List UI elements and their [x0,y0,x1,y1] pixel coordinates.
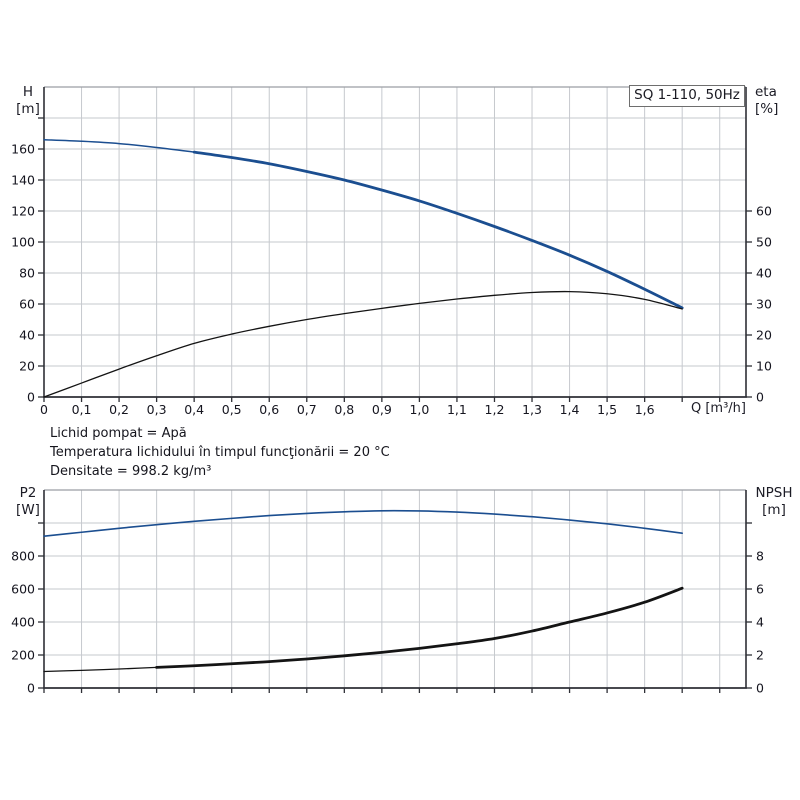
axis-title-line: P2 [19,485,37,501]
x-tick-label: 1,6 [635,402,655,417]
x-tick-label: 0,9 [372,402,392,417]
axis-title-line: [m] [16,101,40,117]
p2-npsh-chart: 0 200 400 600 800 0 2 4 6 8 [11,489,764,696]
axis-title-line: [m] [762,502,786,518]
p2-curve [43,509,683,537]
right-tick-label: 0 [756,681,764,696]
axis-title-line: H [22,84,34,100]
left-axis-title-h: H [m] [12,84,44,118]
left-tick-label: 200 [11,648,35,663]
x-tick-label: 0 [40,402,48,417]
x-tick-label: 0,5 [222,402,242,417]
qh-eta-chart: 0 0,1 0,2 0,3 0,4 0,5 0,6 0,7 0,8 0,9 1,0 1,1 1,2 1,3… [11,86,772,417]
axis-title-line: NPSH [755,485,793,501]
right-tick-label: 2 [756,648,764,663]
npsh-curve [155,586,684,669]
right-axis-title-npsh: NPSH [m] [750,485,798,519]
axis-title-line: [W] [16,502,40,518]
q-axis-unit-label: Q [m³/h] [690,401,746,416]
left-axis-title-p2: P2 [W] [12,485,44,519]
x-tick-label: 0,8 [334,402,354,417]
right-tick-label: 40 [756,266,772,281]
x-tick-label: 1,2 [485,402,505,417]
left-tick-label: 600 [11,582,35,597]
head-curve [192,150,684,310]
pump-model-box: SQ 1-110, 50Hz [629,85,745,107]
left-tick-label: 80 [19,266,35,281]
left-tick-label: 100 [11,235,35,250]
x-tick-label: 1,3 [522,402,542,417]
head-curve-thin-segment [43,138,195,153]
left-tick-label: 160 [11,142,35,157]
x-tick-label: 0,4 [184,402,204,417]
right-tick-label: 30 [756,297,772,312]
right-tick-label: 20 [756,328,772,343]
right-tick-label: 6 [756,582,764,597]
left-tick-label: 800 [11,549,35,564]
right-tick-label: 60 [756,204,772,219]
x-tick-label: 0,7 [297,402,317,417]
left-tick-label: 120 [11,204,35,219]
left-tick-label: 40 [19,328,35,343]
right-tick-label: 8 [756,549,764,564]
x-tick-label: 1,4 [560,402,580,417]
x-tick-label: 0,2 [109,402,129,417]
right-tick-label: 10 [756,359,772,374]
left-tick-label: 60 [19,297,35,312]
left-tick-label: 0 [27,390,35,405]
pumped-liquid-line: Lichid pompat = Apă [50,426,187,441]
x-tick-label: 1,0 [409,402,429,417]
right-tick-label: 0 [756,390,764,405]
x-tick-label: 0,3 [147,402,167,417]
temperature-line: Temperatura lichidului în timpul funcţio… [50,445,390,460]
left-tick-label: 20 [19,359,35,374]
x-tick-label: 1,1 [447,402,467,417]
eta-curve [43,290,683,398]
axis-title-line: eta [755,84,777,100]
right-axis-title-eta: eta [%] [755,84,797,118]
right-tick-label: 50 [756,235,772,250]
axis-title-line: [%] [755,101,779,117]
x-tick-label: 0,1 [72,402,92,417]
density-line: Densitate = 998.2 kg/m³ [50,464,212,479]
right-tick-label: 4 [756,615,764,630]
x-tick-label: 1,5 [597,402,617,417]
left-tick-label: 0 [27,681,35,696]
left-tick-label: 140 [11,173,35,188]
left-tick-label: 400 [11,615,35,630]
x-tick-label: 0,6 [259,402,279,417]
